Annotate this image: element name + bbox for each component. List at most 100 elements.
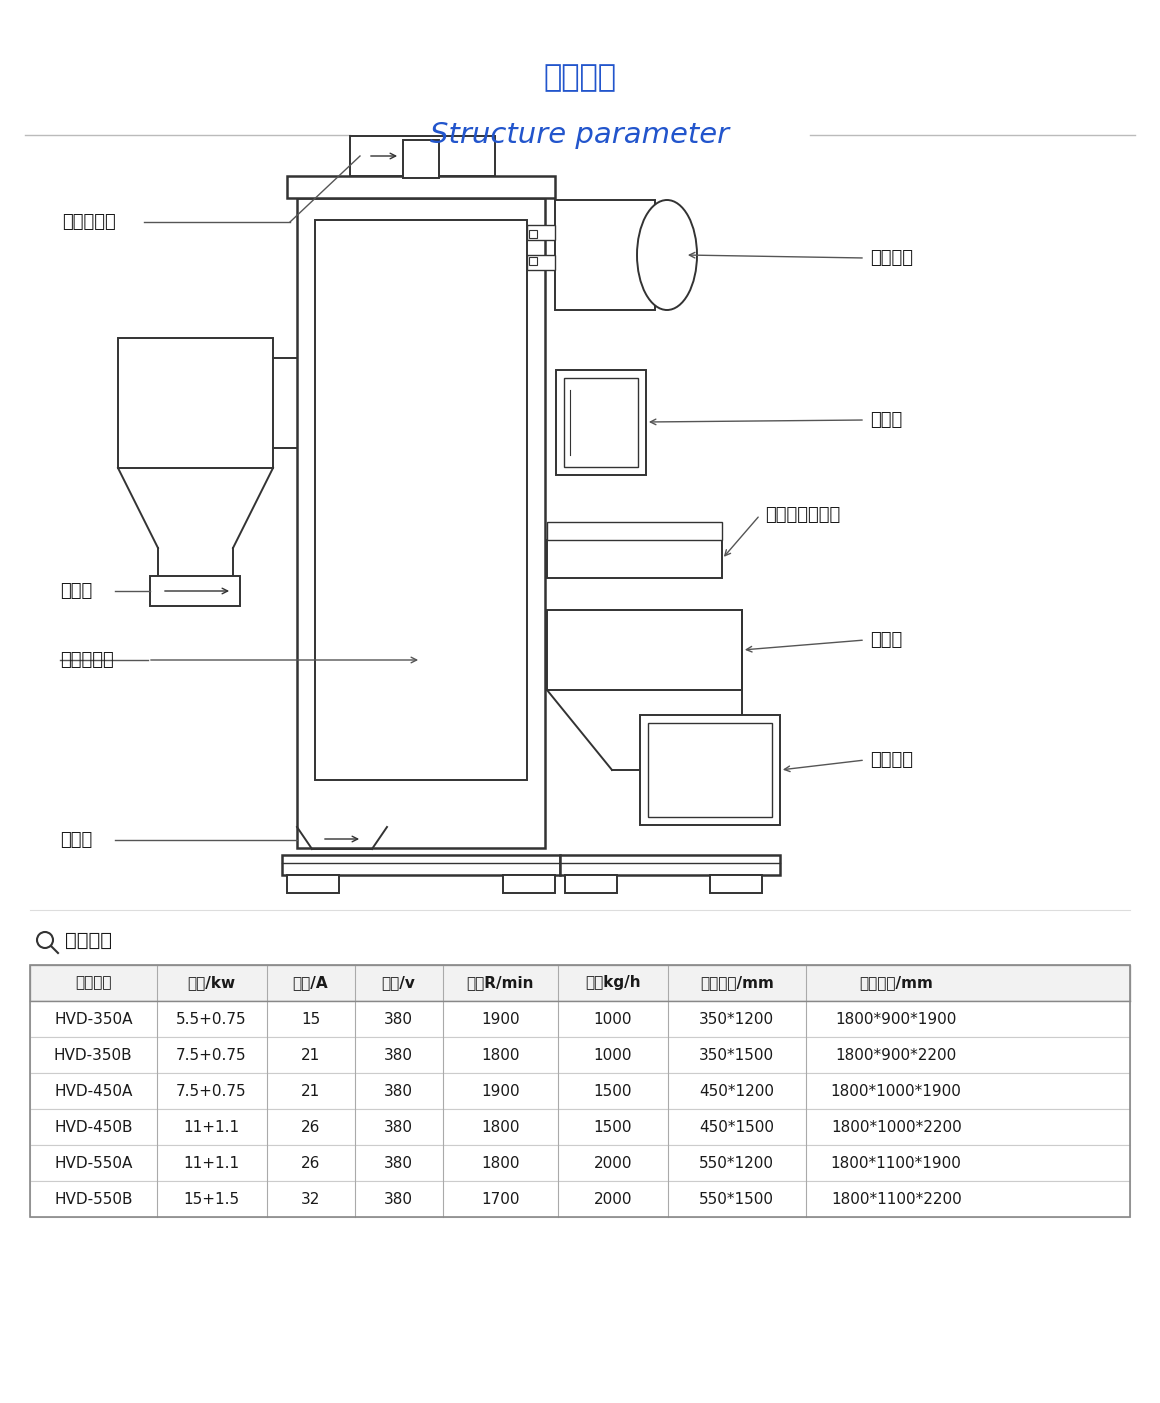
- Text: 产量kg/h: 产量kg/h: [585, 975, 640, 991]
- Bar: [287, 875, 339, 892]
- Text: 450*1500: 450*1500: [699, 1120, 774, 1135]
- Bar: [548, 522, 722, 540]
- Text: 380: 380: [384, 1012, 413, 1027]
- Text: 1900: 1900: [481, 1012, 520, 1027]
- Text: 内部尺寸/mm: 内部尺寸/mm: [699, 975, 774, 991]
- Text: 进料斗: 进料斗: [870, 631, 902, 650]
- Bar: [710, 875, 762, 892]
- Text: 电流/A: 电流/A: [292, 975, 328, 991]
- Text: 2000: 2000: [594, 1156, 632, 1170]
- Bar: [282, 854, 560, 875]
- Text: 1800: 1800: [481, 1156, 520, 1170]
- Text: 380: 380: [384, 1191, 413, 1207]
- Text: 550*1500: 550*1500: [699, 1191, 774, 1207]
- Text: 主轴电机: 主轴电机: [870, 248, 913, 267]
- Bar: [564, 377, 638, 467]
- Text: 7.5+0.75: 7.5+0.75: [176, 1083, 247, 1099]
- Text: 出水口: 出水口: [60, 831, 93, 849]
- Text: 喂料电机: 喂料电机: [870, 751, 913, 769]
- Text: 电控箱: 电控箱: [870, 411, 902, 429]
- Text: 21: 21: [300, 1083, 320, 1099]
- Text: HVD-350B: HVD-350B: [53, 1048, 132, 1062]
- Bar: [548, 540, 722, 578]
- Text: 21: 21: [300, 1048, 320, 1062]
- Bar: [30, 1000, 1130, 1037]
- Text: 产品型号: 产品型号: [75, 975, 111, 991]
- Text: 出料口: 出料口: [60, 582, 93, 600]
- Text: 5.5+0.75: 5.5+0.75: [176, 1012, 247, 1027]
- Text: 15: 15: [300, 1012, 320, 1027]
- Bar: [403, 140, 438, 178]
- Text: HVD-350A: HVD-350A: [55, 1012, 132, 1027]
- Text: 1700: 1700: [481, 1191, 520, 1207]
- Text: 380: 380: [384, 1120, 413, 1135]
- Bar: [554, 201, 655, 310]
- Text: 1800: 1800: [481, 1048, 520, 1062]
- Text: 进水口（可选）: 进水口（可选）: [764, 506, 840, 523]
- Text: 1500: 1500: [594, 1083, 632, 1099]
- Text: 皮带防护罩: 皮带防护罩: [61, 213, 116, 231]
- Bar: [30, 1073, 1130, 1108]
- Bar: [529, 230, 537, 239]
- Text: 450*1200: 450*1200: [699, 1083, 774, 1099]
- Bar: [287, 175, 554, 198]
- Text: 转速R/min: 转速R/min: [466, 975, 534, 991]
- Text: 电压/v: 电压/v: [382, 975, 415, 991]
- Bar: [548, 610, 742, 690]
- Text: 功率/kw: 功率/kw: [188, 975, 235, 991]
- Text: 350*1500: 350*1500: [699, 1048, 775, 1062]
- Bar: [527, 255, 554, 269]
- Text: 1500: 1500: [594, 1120, 632, 1135]
- Bar: [118, 338, 273, 469]
- Text: 技术参数: 技术参数: [65, 930, 113, 950]
- Text: 1800: 1800: [481, 1120, 520, 1135]
- Bar: [350, 136, 495, 175]
- Text: HVD-450A: HVD-450A: [55, 1083, 132, 1099]
- Text: 1900: 1900: [481, 1083, 520, 1099]
- Text: 1800*900*1900: 1800*900*1900: [835, 1012, 957, 1027]
- Text: 26: 26: [300, 1156, 320, 1170]
- Bar: [560, 854, 780, 875]
- Text: 1800*1100*2200: 1800*1100*2200: [831, 1191, 962, 1207]
- Text: 380: 380: [384, 1156, 413, 1170]
- Bar: [556, 370, 646, 476]
- Text: 1800*1000*2200: 1800*1000*2200: [831, 1120, 962, 1135]
- Bar: [30, 1181, 1130, 1216]
- Bar: [30, 1108, 1130, 1145]
- Text: 380: 380: [384, 1083, 413, 1099]
- Text: 26: 26: [300, 1120, 320, 1135]
- Text: 外形尺寸/mm: 外形尺寸/mm: [860, 975, 933, 991]
- Text: 32: 32: [300, 1191, 320, 1207]
- Text: 7.5+0.75: 7.5+0.75: [176, 1048, 247, 1062]
- Bar: [30, 1037, 1130, 1073]
- Text: HVD-550B: HVD-550B: [55, 1191, 132, 1207]
- Text: 结构参数: 结构参数: [544, 63, 616, 93]
- Text: 350*1200: 350*1200: [699, 1012, 775, 1027]
- Text: 1000: 1000: [594, 1048, 632, 1062]
- Bar: [297, 198, 545, 847]
- Bar: [30, 965, 1130, 1000]
- Bar: [640, 716, 780, 825]
- Bar: [150, 577, 240, 606]
- Text: 1800*1100*1900: 1800*1100*1900: [831, 1156, 962, 1170]
- Bar: [648, 723, 773, 817]
- Text: 550*1200: 550*1200: [699, 1156, 774, 1170]
- Text: 380: 380: [384, 1048, 413, 1062]
- Text: 1000: 1000: [594, 1012, 632, 1027]
- Bar: [30, 965, 1130, 1216]
- Text: 11+1.1: 11+1.1: [183, 1156, 240, 1170]
- Text: 15+1.5: 15+1.5: [183, 1191, 240, 1207]
- Bar: [527, 224, 554, 240]
- Polygon shape: [118, 469, 273, 549]
- Ellipse shape: [637, 201, 697, 310]
- Text: 1800*1000*1900: 1800*1000*1900: [831, 1083, 962, 1099]
- Bar: [565, 875, 617, 892]
- Bar: [503, 875, 554, 892]
- Text: 1800*900*2200: 1800*900*2200: [835, 1048, 957, 1062]
- Bar: [529, 257, 537, 265]
- Bar: [30, 1145, 1130, 1181]
- Text: HVD-550A: HVD-550A: [55, 1156, 132, 1170]
- Text: HVD-450B: HVD-450B: [55, 1120, 132, 1135]
- Bar: [316, 220, 527, 780]
- Text: 快速清机门: 快速清机门: [60, 651, 114, 669]
